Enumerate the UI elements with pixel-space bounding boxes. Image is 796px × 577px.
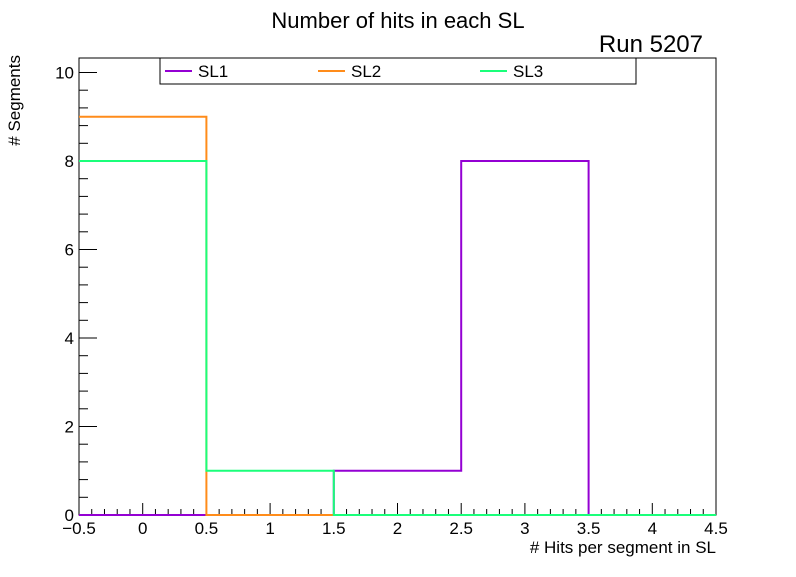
x-tick-label: 0 [138, 519, 147, 538]
x-axis-label: # Hits per segment in SL [530, 538, 716, 557]
legend-sl1-label: SL1 [198, 62, 228, 81]
y-tick-labels: 0 2 4 6 8 10 [55, 64, 74, 526]
legend-items: SL1 SL2 SL3 [165, 62, 543, 81]
x-tick-label: 3 [520, 519, 529, 538]
legend-box [159, 57, 637, 85]
x-tick-label: 1.5 [322, 519, 346, 538]
x-tick-label: −0.5 [62, 519, 96, 538]
x-tick-label: 2 [393, 519, 402, 538]
y-tick-label: 4 [65, 329, 74, 348]
series-sl1-line [79, 160, 716, 516]
legend: SL1 SL2 SL3 [159, 57, 637, 85]
legend-sl3-label: SL3 [513, 62, 543, 81]
x-tick-label: 2.5 [449, 519, 473, 538]
run-label: Run 5207 [599, 31, 703, 58]
y-tick-label: 2 [65, 418, 74, 437]
x-tick-label: 4.5 [704, 519, 728, 538]
y-tick-label: 10 [55, 64, 74, 83]
axis-ticks [78, 72, 717, 516]
series-lines [79, 115, 716, 516]
x-tick-labels: −0.5 0 0.5 1 1.5 2 2.5 3 3.5 4 4.5 [62, 519, 728, 538]
series-sl2-line [79, 115, 716, 516]
plot-frame [78, 57, 717, 516]
series-sl3-line [79, 160, 716, 516]
y-tick-label: 0 [65, 506, 74, 525]
x-tick-label: 3.5 [577, 519, 601, 538]
x-tick-label: 0.5 [195, 519, 219, 538]
chart-title: Number of hits in each SL [271, 8, 524, 33]
x-tick-label: 1 [265, 519, 274, 538]
y-tick-label: 8 [65, 152, 74, 171]
legend-sl2-label: SL2 [351, 62, 381, 81]
y-axis-label: # Segments [5, 55, 24, 146]
y-tick-label: 6 [65, 241, 74, 260]
x-tick-label: 4 [648, 519, 657, 538]
